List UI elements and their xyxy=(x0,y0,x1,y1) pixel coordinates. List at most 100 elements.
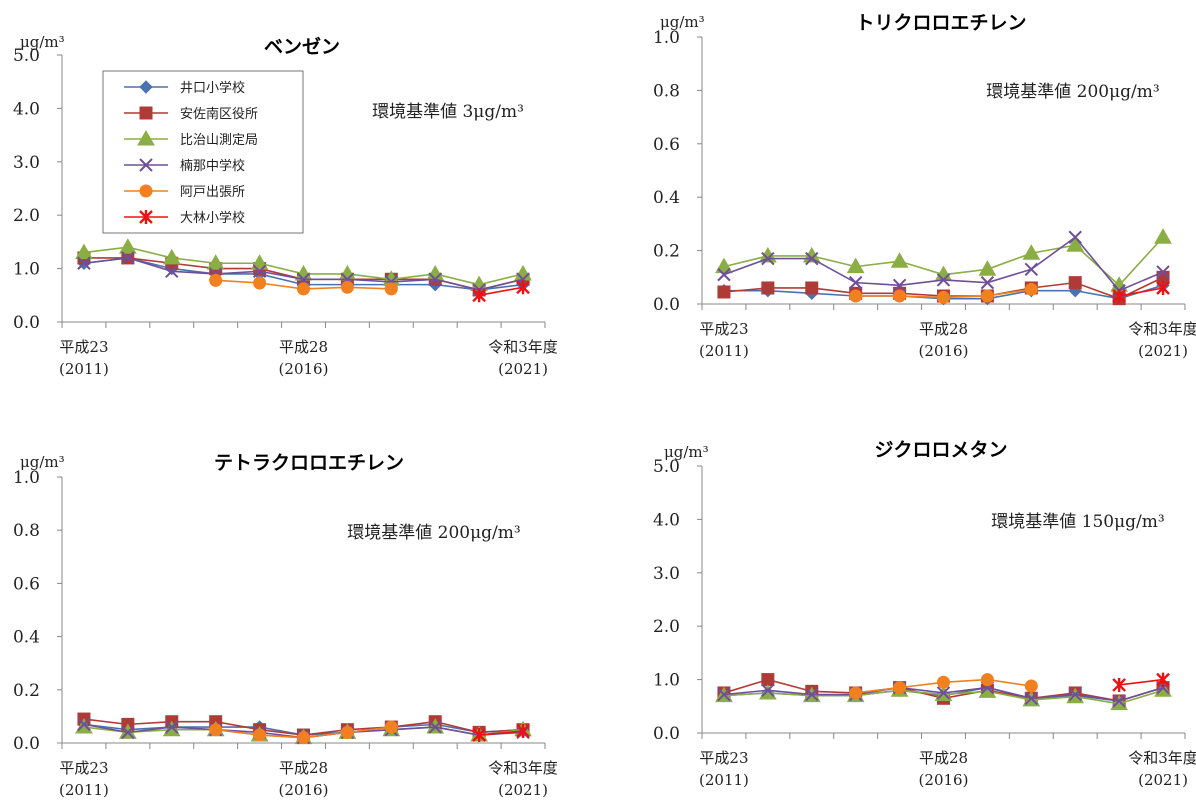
data-point xyxy=(717,285,731,299)
x-tick-label: (2011) xyxy=(59,360,109,378)
y-tick-label: 5.0 xyxy=(653,457,680,477)
x-tick-label: 令和3年度 xyxy=(1128,749,1196,767)
data-point xyxy=(472,728,486,743)
legend-marker xyxy=(139,184,153,198)
data-point xyxy=(384,282,398,296)
data-point xyxy=(1066,236,1085,252)
data-point xyxy=(165,264,179,278)
data-point xyxy=(1068,687,1082,702)
y-tick-label: 1.0 xyxy=(653,28,680,48)
legend-marker xyxy=(139,158,153,172)
data-point xyxy=(297,731,310,745)
data-point xyxy=(937,290,950,304)
legend-label: 大林小学校 xyxy=(180,210,245,226)
series-3 xyxy=(715,228,1172,292)
series-5 xyxy=(209,273,398,296)
legend-marker xyxy=(137,129,155,146)
y-tick-label: 0.6 xyxy=(13,574,40,594)
y-tick-label: 0.2 xyxy=(13,681,40,701)
data-point xyxy=(516,724,530,739)
chart-title: ジクロロメタン xyxy=(874,439,1007,461)
data-point xyxy=(206,254,225,270)
unit-label: μg/m³ xyxy=(664,443,709,461)
unit-label: μg/m³ xyxy=(660,13,705,31)
unit-label: μg/m³ xyxy=(20,33,65,51)
data-point xyxy=(340,280,354,294)
data-point xyxy=(340,725,354,739)
x-tick-label: 平成28 xyxy=(279,338,328,356)
y-tick-label: 0.6 xyxy=(653,135,680,155)
data-point xyxy=(252,264,267,278)
series-6 xyxy=(1112,280,1170,303)
y-tick-label: 0.4 xyxy=(653,188,680,208)
data-point xyxy=(980,275,995,290)
x-tick-label: 平成23 xyxy=(699,749,748,767)
series-line xyxy=(1118,287,1164,297)
data-point xyxy=(717,267,731,282)
data-point xyxy=(1156,672,1170,687)
chart-panel-3: 0.0 0.2 0.4 0.6 0.8 1.0 平成23 (2011) 平成28 (2016) 令和… xyxy=(13,452,558,799)
series-4 xyxy=(717,230,1170,298)
x-tick-label: 令和3年度 xyxy=(488,759,558,777)
data-point xyxy=(978,260,997,276)
standard-label: 環境基準値 3μg/m³ xyxy=(372,102,524,122)
x-tick-label: (2016) xyxy=(279,360,329,378)
data-point xyxy=(121,725,135,740)
data-point xyxy=(250,254,269,270)
legend-label: 楠那中学校 xyxy=(180,158,245,174)
series-5 xyxy=(209,720,398,745)
chart-panel-1: 0.0 1.0 2.0 3.0 4.0 5.0 平成23 (2011) 平成28 (2016) 令和… xyxy=(13,33,558,378)
y-tick-label: 5.0 xyxy=(13,46,40,66)
series-line xyxy=(1119,678,1164,686)
y-tick-label: 0.8 xyxy=(13,521,40,541)
data-point xyxy=(805,281,819,295)
x-tick-label: (2011) xyxy=(59,781,109,799)
data-point xyxy=(1024,679,1038,693)
x-tick-label: 平成28 xyxy=(919,749,968,767)
data-point xyxy=(849,289,863,303)
series-6 xyxy=(472,724,530,743)
y-tick-label: 4.0 xyxy=(13,99,40,119)
series-line xyxy=(478,286,524,297)
data-point xyxy=(761,673,775,687)
chart-title: トリクロロエチレン xyxy=(855,12,1026,34)
data-point xyxy=(297,282,310,296)
y-tick-label: 0.0 xyxy=(653,724,680,744)
series-6 xyxy=(1112,672,1170,692)
x-tick-label: (2021) xyxy=(498,360,548,378)
data-point xyxy=(428,272,442,286)
unit-label: μg/m³ xyxy=(20,453,65,471)
data-point xyxy=(1156,280,1170,295)
data-point xyxy=(165,720,179,734)
data-point xyxy=(715,257,733,274)
y-tick-label: 0.2 xyxy=(653,242,680,262)
y-tick-label: 0.0 xyxy=(13,313,40,333)
legend-box xyxy=(102,70,304,234)
x-tick-label: 平成28 xyxy=(919,320,968,338)
data-point xyxy=(384,720,398,734)
y-tick-label: 0.0 xyxy=(13,734,40,754)
data-point xyxy=(1112,677,1126,692)
legend-marker xyxy=(139,80,153,94)
legend-label: 比治山測定局 xyxy=(180,133,258,148)
legend-label: 安佐南区役所 xyxy=(180,106,258,122)
y-tick-label: 0.4 xyxy=(13,628,40,648)
data-point xyxy=(77,717,91,732)
x-tick-label: (2021) xyxy=(498,781,548,799)
data-point xyxy=(1154,228,1172,244)
x-tick-label: 平成23 xyxy=(59,338,108,356)
data-point xyxy=(1024,282,1038,296)
standard-label: 環境基準値 150μg/m³ xyxy=(991,512,1164,532)
data-point xyxy=(848,275,863,290)
y-tick-label: 3.0 xyxy=(13,153,40,173)
y-tick-label: 4.0 xyxy=(653,510,680,530)
chart-panel-2: 0.0 0.2 0.4 0.6 0.8 1.0 平成23 (2011) 平成28 (2016) 令和… xyxy=(653,12,1196,360)
y-tick-label: 3.0 xyxy=(653,564,680,584)
series-4 xyxy=(77,251,530,297)
x-tick-label: 令和3年度 xyxy=(1128,320,1196,338)
x-tick-label: (2016) xyxy=(919,771,969,789)
standard-label: 環境基準値 200μg/m³ xyxy=(347,523,520,543)
data-point xyxy=(936,273,951,287)
